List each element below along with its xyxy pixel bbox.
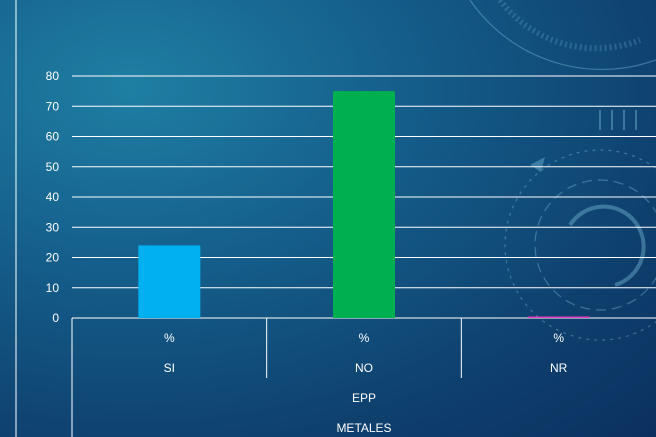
category-label: NO [355,361,373,375]
y-tick-label: 0 [52,311,59,325]
bar-nr [527,316,590,318]
bar-no [333,91,395,318]
category-unit-label: % [164,331,175,345]
group-label-metales: METALES [336,421,391,435]
y-tick-label: 40 [46,190,60,204]
bars [138,91,590,318]
bar-si [138,245,201,318]
y-tick-label: 50 [46,160,60,174]
y-tick-label: 80 [46,69,60,83]
category-axis: % SI% NO% NR EPP METALES [71,318,568,437]
group-label-epp: EPP [352,391,376,405]
y-tick-label: 60 [46,130,60,144]
category-label: SI [164,361,175,375]
category-unit-label: % [553,331,564,345]
y-tick-label: 10 [46,281,60,295]
y-tick-label: 70 [46,99,60,113]
y-tick-labels: 0 10 20 30 40 50 60 70 80 [46,69,60,325]
category-unit-label: % [359,331,370,345]
y-tick-label: 30 [46,220,60,234]
background-decoration [469,0,656,341]
category-label: NR [550,361,568,375]
y-tick-label: 20 [46,251,60,265]
